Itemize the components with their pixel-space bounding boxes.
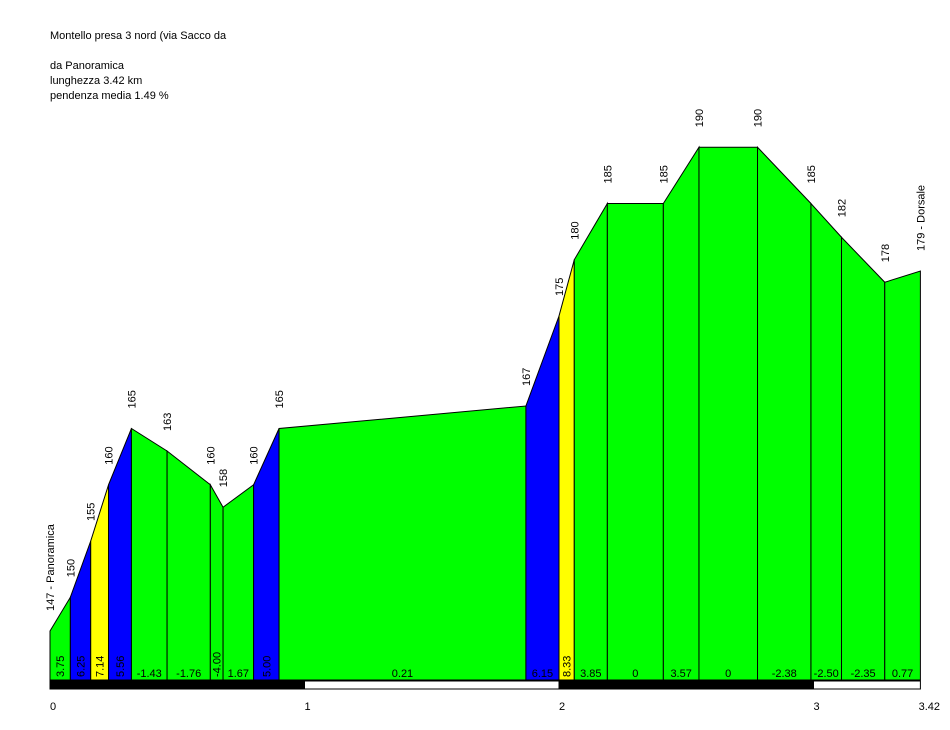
distance-tick-label: 1 <box>305 701 311 713</box>
grade-label: 6.15 <box>532 668 553 680</box>
grade-label: -1.43 <box>137 668 162 680</box>
profile-segment <box>662 145 700 681</box>
profile-segment <box>698 146 759 681</box>
altitude-label: 190 <box>753 109 765 127</box>
altitude-label: 155 <box>86 503 98 521</box>
profile-segment <box>840 236 886 681</box>
altitude-label: 185 <box>602 165 614 183</box>
end-altitude-label: 179 - Dorsale <box>915 185 927 251</box>
grade-label: -4.00 <box>212 652 224 677</box>
grade-label: -2.50 <box>814 668 839 680</box>
distance-tick-labels: 0 1 2 3 3.42 <box>50 701 940 713</box>
route-length: lunghezza 3.42 km <box>50 75 143 87</box>
grade-label: -2.35 <box>851 668 876 680</box>
profile-segment <box>108 428 132 681</box>
chart-header: Montello presa 3 nord (via Sacco da da P… <box>50 29 226 104</box>
grade-label: 3.75 <box>55 656 67 677</box>
chart-subtitle: da Panoramica <box>50 60 124 72</box>
profile-segment <box>884 270 921 681</box>
altitude-label: 178 <box>880 244 892 262</box>
profile-segment <box>130 427 168 681</box>
distance-axis <box>49 680 921 690</box>
altitude-labels: 147 - Panoramica 150155160165163160158160… <box>45 109 927 611</box>
profile-segment <box>222 483 255 681</box>
profile-segment <box>573 201 608 681</box>
altitude-label: 182 <box>836 199 848 217</box>
altitude-label: 160 <box>249 446 261 464</box>
start-altitude-label: 147 - Panoramica <box>45 523 57 611</box>
profile-segment <box>166 449 211 681</box>
profile-segment <box>558 259 575 681</box>
altitude-label: 175 <box>554 278 566 296</box>
axis-km-block <box>558 680 814 690</box>
grade-label: -2.38 <box>772 668 797 680</box>
altitude-label: 165 <box>126 390 138 408</box>
grade-label: 0.21 <box>392 668 413 680</box>
profile-segment <box>606 203 664 681</box>
distance-tick-label: 3 <box>814 701 820 713</box>
axis-km-block <box>304 680 560 690</box>
altitude-label: 150 <box>65 559 77 577</box>
grade-label: 5.56 <box>115 656 127 677</box>
profile-segment <box>757 145 812 681</box>
altitude-label: 190 <box>694 109 706 127</box>
profile-segments <box>49 145 921 681</box>
altitude-label: 185 <box>806 165 818 183</box>
axis-km-block <box>813 680 921 690</box>
grade-label: 8.33 <box>562 656 574 677</box>
grade-label: 1.67 <box>228 668 249 680</box>
altitude-label: 165 <box>274 390 286 408</box>
distance-tick-label: 3.42 <box>919 701 940 713</box>
altitude-label: 158 <box>218 469 230 487</box>
grade-labels: 3.75 6.25 7.14 5.56 -1.43 -1.76 -4.00 1.67 5.00 0… <box>55 652 913 680</box>
grade-label: 0 <box>725 668 731 680</box>
grade-label: 3.85 <box>580 668 601 680</box>
distance-tick-label: 0 <box>50 701 56 713</box>
grade-label: -1.76 <box>176 668 201 680</box>
grade-label: 5.00 <box>261 656 273 677</box>
altitude-label: 167 <box>521 368 533 386</box>
profile-segment <box>810 202 842 681</box>
profile-segment <box>209 482 224 681</box>
grade-label: 0 <box>632 668 638 680</box>
distance-tick-label: 2 <box>559 701 565 713</box>
altitude-label: 160 <box>104 446 116 464</box>
chart-title: Montello presa 3 nord (via Sacco da <box>50 30 227 42</box>
grade-label: 7.14 <box>95 656 107 677</box>
altitude-label: 180 <box>569 221 581 239</box>
altitude-label: 185 <box>658 165 670 183</box>
grade-label: 6.25 <box>76 656 88 677</box>
axis-km-block <box>49 680 305 690</box>
grade-label: 3.57 <box>670 668 691 680</box>
altitude-label: 163 <box>162 413 174 431</box>
average-grade: pendenza media 1.49 % <box>50 90 169 102</box>
altitude-label: 160 <box>205 446 217 464</box>
profile-segment <box>278 405 527 681</box>
grade-label: 0.77 <box>892 668 913 680</box>
profile-segment <box>253 428 280 681</box>
